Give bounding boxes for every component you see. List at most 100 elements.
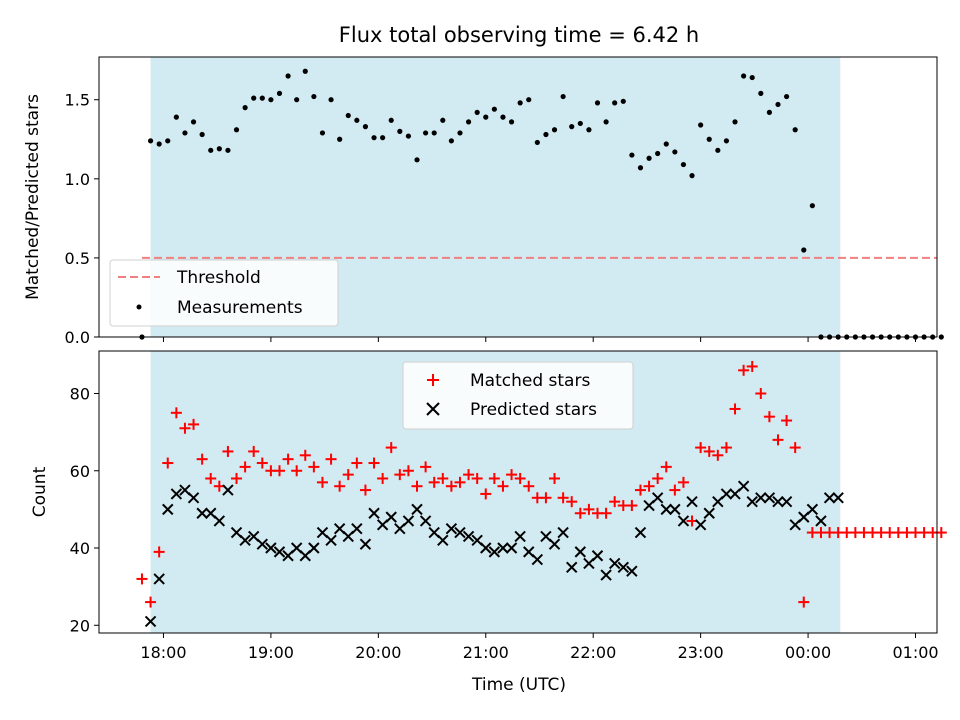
measurement-point	[190, 119, 197, 125]
predicted-point	[669, 503, 681, 516]
measurement-point	[337, 136, 343, 142]
top-y-tick-label: 0.0	[65, 328, 90, 347]
predicted-point	[402, 515, 415, 527]
predicted-point	[385, 511, 397, 523]
measurement-point	[302, 68, 308, 74]
matched-point	[738, 364, 750, 376]
matched-point	[170, 407, 182, 419]
matched-point	[660, 461, 672, 473]
matched-point	[695, 442, 707, 454]
measurement-point	[766, 109, 773, 115]
measurement-point	[371, 135, 377, 141]
measurement-point	[216, 146, 222, 152]
top-legend: Threshold Measurements	[109, 259, 339, 327]
measurement-point	[457, 130, 463, 136]
predicted-point	[480, 542, 492, 554]
matched-point	[480, 488, 492, 500]
measurement-point	[388, 117, 394, 123]
bottom-y-tick-label: 40	[70, 539, 90, 558]
matched-point	[359, 484, 371, 496]
matched-point	[669, 484, 681, 496]
matched-point	[273, 465, 285, 477]
bottom-legend-box	[402, 361, 634, 430]
predicted-point	[600, 569, 612, 581]
matched-point	[248, 445, 260, 457]
matched-point	[523, 480, 535, 492]
measurement-point	[809, 203, 815, 209]
measurement-point	[405, 133, 412, 139]
measurement-point	[448, 138, 454, 144]
legend-measurements-label: Measurements	[177, 298, 303, 318]
top-y-tick-label: 1.0	[65, 170, 90, 189]
x-tick-label: 20:00	[355, 643, 401, 662]
matched-point	[557, 492, 569, 504]
top-y-tick-label: 0.5	[65, 249, 90, 268]
measurement-point	[637, 165, 644, 171]
measurement-point	[569, 124, 575, 130]
matched-point	[600, 507, 612, 519]
predicted-point	[419, 515, 432, 527]
matched-point	[454, 476, 466, 488]
matched-point	[514, 472, 526, 484]
matched-point	[566, 496, 578, 508]
measurement-point	[328, 97, 334, 103]
measurement-point	[285, 73, 291, 79]
measurement-point	[380, 135, 386, 141]
measurement-point	[783, 93, 790, 100]
predicted-point	[265, 542, 277, 554]
matched-point	[677, 476, 689, 488]
predicted-point	[411, 503, 423, 516]
x-tick-label: 23:00	[678, 643, 724, 662]
x-tick-label: 19:00	[248, 643, 294, 662]
matched-point	[385, 442, 397, 454]
predicted-point	[462, 530, 475, 543]
measurement-point	[362, 124, 369, 130]
matched-point	[411, 480, 423, 492]
predicted-point	[153, 573, 165, 585]
measurement-point	[732, 119, 738, 125]
measurement-point	[491, 106, 497, 112]
matched-point	[935, 527, 947, 539]
measurement-point	[465, 119, 472, 125]
measurement-point	[294, 97, 300, 103]
predicted-point	[222, 484, 234, 496]
measurement-point	[715, 147, 721, 153]
matched-point	[445, 480, 457, 492]
measurement-point	[208, 147, 214, 153]
measurement-point	[319, 130, 326, 136]
predicted-point	[772, 495, 784, 508]
bottom-legend: Matched stars Predicted stars	[402, 361, 634, 430]
predicted-point	[608, 557, 621, 570]
matched-point	[712, 449, 724, 461]
matched-point	[428, 476, 440, 488]
measurement-point	[792, 127, 798, 133]
matched-point	[394, 469, 406, 481]
measurement-point	[801, 247, 807, 253]
measurement-point	[423, 130, 429, 136]
measurement-point	[345, 112, 351, 119]
matched-point	[506, 469, 518, 481]
measurement-point	[440, 117, 446, 123]
measurement-point	[543, 131, 549, 138]
measurement-point	[233, 127, 240, 133]
measurement-point	[594, 100, 601, 106]
predicted-point	[325, 534, 337, 546]
matched-point	[540, 492, 552, 504]
predicted-point	[746, 495, 758, 508]
predicted-point	[832, 492, 844, 504]
matched-point	[179, 422, 191, 434]
predicted-point	[763, 492, 776, 504]
matched-point	[308, 461, 320, 473]
matched-point	[231, 472, 243, 484]
legend-matched-swatch	[427, 374, 439, 386]
matched-point	[626, 500, 638, 512]
predicted-point	[213, 515, 226, 527]
predicted-point	[497, 542, 509, 554]
measurement-point	[268, 97, 274, 103]
measurement-point	[354, 117, 360, 123]
measurement-point	[689, 173, 695, 179]
measurement-point	[612, 100, 618, 106]
matched-point	[334, 480, 346, 492]
bottom-plot-frame	[98, 350, 938, 634]
bottom-y-tick-label: 60	[70, 462, 90, 481]
